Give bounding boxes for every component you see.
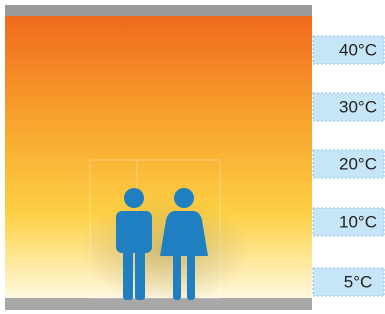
temperature-scale: 40°C 30°C 20°C 10°C 5°C [313, 36, 384, 296]
ceiling [5, 5, 312, 16]
temperature-label: 5°C [344, 272, 373, 291]
temperature-label: 40°C [339, 40, 377, 59]
temperature-label: 10°C [339, 212, 377, 231]
scene: 40°C 30°C 20°C 10°C 5°C [0, 0, 385, 314]
temperature-label: 20°C [339, 154, 377, 173]
temperature-label: 30°C [339, 97, 377, 116]
